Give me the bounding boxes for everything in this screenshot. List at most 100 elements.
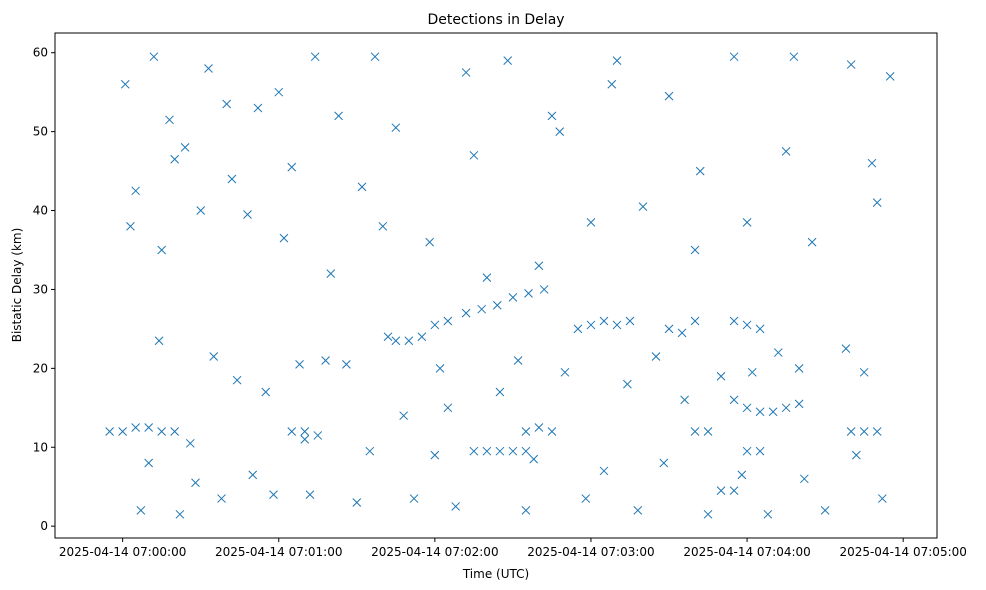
data-point xyxy=(664,324,674,334)
data-point xyxy=(157,245,167,255)
data-point xyxy=(261,387,271,397)
data-point xyxy=(586,218,596,227)
x-tick-label: 2025-04-14 07:03:00 xyxy=(527,545,654,559)
data-point xyxy=(820,506,830,515)
data-point xyxy=(417,332,427,342)
data-point xyxy=(196,206,206,215)
data-point xyxy=(352,498,362,507)
data-point xyxy=(763,509,773,519)
data-point xyxy=(461,68,471,77)
data-point xyxy=(859,427,869,436)
data-point xyxy=(342,360,351,369)
data-point xyxy=(872,427,882,436)
data-point xyxy=(781,147,791,156)
x-axis: 2025-04-14 07:00:00 2025-04-14 07:01:00 20… xyxy=(59,538,967,559)
data-point xyxy=(287,427,297,436)
y-tick-label: 20 xyxy=(33,361,48,375)
data-point xyxy=(521,446,531,456)
data-point xyxy=(157,427,167,436)
data-point xyxy=(690,316,700,326)
data-point xyxy=(807,237,817,247)
data-point xyxy=(612,56,622,65)
data-point xyxy=(144,458,154,468)
data-point xyxy=(430,450,440,460)
x-tick-label: 2025-04-14 07:02:00 xyxy=(371,545,498,559)
y-axis: 0 10 20 30 40 50 60 xyxy=(33,46,55,533)
data-point xyxy=(399,411,408,421)
data-point xyxy=(243,210,252,219)
data-point xyxy=(789,52,799,62)
x-tick-label: 2025-04-14 07:04:00 xyxy=(683,545,810,559)
data-point xyxy=(677,328,687,338)
data-point xyxy=(773,348,783,357)
data-point xyxy=(120,79,130,89)
data-point xyxy=(136,506,146,515)
data-point xyxy=(279,233,289,243)
data-point xyxy=(248,470,258,480)
data-point xyxy=(716,486,726,496)
data-point xyxy=(295,360,304,369)
data-point xyxy=(633,506,643,515)
data-point xyxy=(170,154,180,164)
data-point xyxy=(581,494,591,503)
data-point xyxy=(378,221,388,231)
data-point xyxy=(321,356,330,365)
data-point xyxy=(729,52,739,62)
data-point xyxy=(204,64,213,73)
data-point xyxy=(612,320,622,330)
data-point xyxy=(365,446,375,456)
data-point xyxy=(742,320,752,330)
data-point xyxy=(586,320,596,330)
data-point xyxy=(492,300,502,310)
data-point xyxy=(482,273,492,282)
data-point xyxy=(391,336,401,346)
data-point xyxy=(105,427,114,436)
data-point xyxy=(695,166,705,176)
data-point xyxy=(503,56,513,65)
data-point xyxy=(755,407,765,417)
plot-area xyxy=(105,52,895,519)
data-point xyxy=(222,99,232,109)
data-point xyxy=(534,423,544,432)
y-tick-label: 10 xyxy=(33,440,48,454)
data-point xyxy=(794,399,804,409)
y-tick-label: 40 xyxy=(33,204,48,218)
data-point xyxy=(534,261,544,271)
data-point xyxy=(742,218,752,227)
plot-frame xyxy=(54,32,938,539)
data-point xyxy=(425,237,435,247)
data-point xyxy=(495,387,505,397)
data-point xyxy=(185,438,195,448)
data-point xyxy=(607,79,617,89)
data-point xyxy=(524,289,533,298)
data-point xyxy=(547,427,557,436)
x-tick-label: 2025-04-14 07:05:00 xyxy=(839,545,966,559)
data-point xyxy=(495,446,505,456)
data-point xyxy=(191,478,200,488)
data-point xyxy=(755,446,765,456)
data-point xyxy=(508,292,518,302)
data-point xyxy=(846,427,856,436)
data-point xyxy=(409,494,419,503)
data-point xyxy=(729,486,739,496)
data-point xyxy=(703,509,713,519)
data-point xyxy=(118,427,127,436)
data-point xyxy=(742,403,752,413)
data-point xyxy=(878,494,887,503)
x-tick-label: 2025-04-14 07:00:00 xyxy=(59,545,186,559)
data-point xyxy=(357,182,367,192)
data-point xyxy=(560,367,570,377)
x-tick-label: 2025-04-14 07:01:00 xyxy=(215,545,342,559)
data-point xyxy=(690,245,700,255)
data-point xyxy=(690,427,700,436)
data-point xyxy=(703,427,713,436)
data-point xyxy=(747,367,757,377)
data-point xyxy=(851,450,861,460)
data-point xyxy=(755,324,765,334)
data-point xyxy=(232,375,242,385)
data-point xyxy=(799,474,809,484)
data-point xyxy=(443,316,453,326)
data-point xyxy=(794,363,804,373)
data-point xyxy=(269,490,278,499)
data-point xyxy=(391,123,401,133)
